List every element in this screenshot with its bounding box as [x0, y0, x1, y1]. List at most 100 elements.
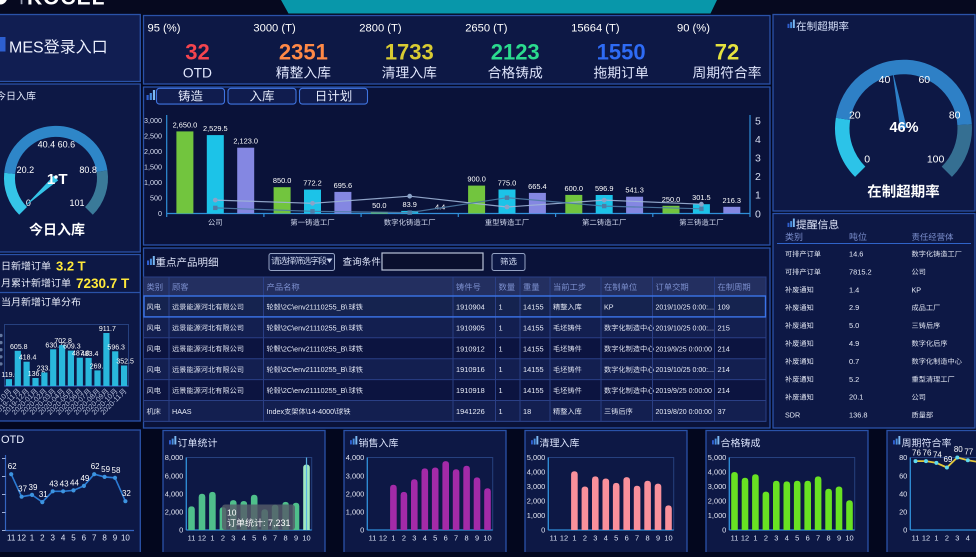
svg-text:1: 1	[753, 534, 757, 543]
svg-text:7: 7	[635, 534, 639, 543]
svg-text:6: 6	[263, 534, 267, 543]
svg-text:80: 80	[949, 110, 961, 122]
svg-text:10: 10	[227, 508, 237, 518]
svg-text:32: 32	[122, 489, 131, 498]
svg-text:0: 0	[179, 526, 183, 535]
svg-text:7: 7	[816, 534, 820, 543]
svg-text:0: 0	[158, 209, 162, 218]
svg-text:43: 43	[49, 479, 58, 488]
svg-text:95 (%): 95 (%)	[148, 23, 181, 35]
svg-text:8: 8	[102, 534, 107, 543]
svg-text:665.4: 665.4	[528, 182, 547, 191]
svg-text:11: 11	[912, 534, 920, 543]
svg-text:1,000: 1,000	[527, 511, 546, 520]
svg-text:37: 37	[718, 407, 726, 416]
svg-text:2,000: 2,000	[708, 497, 727, 506]
svg-text:OTD: OTD	[183, 66, 212, 81]
svg-text:9: 9	[294, 534, 298, 543]
svg-text:6: 6	[625, 534, 629, 543]
svg-text:0: 0	[903, 526, 907, 535]
svg-text:KP: KP	[604, 303, 614, 312]
svg-text:10: 10	[664, 534, 672, 543]
svg-text:62: 62	[91, 462, 100, 471]
svg-text:37: 37	[18, 485, 27, 494]
svg-text:49: 49	[80, 474, 89, 483]
svg-text:7: 7	[273, 534, 277, 543]
svg-text:40.4: 40.4	[38, 140, 56, 150]
svg-text:1550: 1550	[597, 40, 646, 65]
svg-text:40: 40	[879, 74, 891, 86]
svg-text:352.5: 352.5	[116, 359, 134, 366]
svg-text:214: 214	[718, 344, 730, 353]
svg-text:80: 80	[954, 445, 963, 454]
svg-text:4: 4	[423, 534, 427, 543]
svg-text:5,000: 5,000	[708, 453, 727, 462]
svg-text:14.6: 14.6	[849, 250, 863, 259]
svg-text:14155: 14155	[523, 344, 544, 353]
svg-text:7815.2: 7815.2	[849, 267, 872, 276]
svg-text:1.4: 1.4	[849, 285, 859, 294]
svg-text:20.2: 20.2	[17, 165, 35, 175]
svg-text:10: 10	[483, 534, 491, 543]
svg-text:500: 500	[150, 194, 162, 203]
svg-text:80.8: 80.8	[79, 165, 97, 175]
svg-text:14155: 14155	[523, 303, 544, 312]
svg-text:32: 32	[185, 40, 209, 65]
svg-text:8: 8	[465, 534, 469, 543]
svg-text:5: 5	[433, 534, 437, 543]
svg-text:\14-4000\: \14-4000\	[306, 407, 336, 416]
svg-text:2019/10/25 0:00:...: 2019/10/25 0:00:...	[656, 325, 714, 332]
svg-text:1910905: 1910905	[456, 323, 485, 332]
svg-text:418.4: 418.4	[19, 355, 37, 362]
svg-text:\2C\env21110255_B\: \2C\env21110255_B\	[281, 386, 347, 395]
svg-text:76: 76	[912, 449, 921, 458]
svg-text:2: 2	[40, 534, 45, 543]
svg-text:15664 (T): 15664 (T)	[571, 23, 620, 35]
svg-text:0: 0	[722, 526, 726, 535]
svg-text:1: 1	[499, 344, 503, 353]
svg-text:3: 3	[231, 534, 235, 543]
svg-text:3: 3	[50, 534, 55, 543]
svg-text:101: 101	[69, 198, 84, 208]
svg-text:9: 9	[837, 534, 841, 543]
svg-text:5.2: 5.2	[849, 375, 859, 384]
svg-text:4,000: 4,000	[527, 468, 546, 477]
svg-text:2: 2	[583, 534, 587, 543]
svg-text:3,000: 3,000	[346, 471, 365, 480]
svg-text:5: 5	[795, 534, 799, 543]
svg-text:8: 8	[827, 534, 831, 543]
svg-text:1910916: 1910916	[456, 365, 485, 374]
svg-text:62: 62	[8, 462, 17, 471]
svg-text:12: 12	[198, 534, 206, 543]
svg-text:0.7: 0.7	[849, 357, 859, 366]
svg-text:2: 2	[945, 534, 949, 543]
svg-text:4: 4	[242, 534, 246, 543]
svg-text:1733: 1733	[385, 40, 434, 65]
svg-text:1,500: 1,500	[144, 163, 162, 172]
svg-text:1: 1	[755, 190, 761, 202]
svg-text:1: 1	[499, 303, 503, 312]
svg-text:4: 4	[755, 134, 761, 146]
svg-text:60: 60	[918, 74, 930, 86]
svg-text:1910904: 1910904	[456, 303, 485, 312]
svg-text:3.2 T: 3.2 T	[56, 259, 86, 274]
svg-text:9: 9	[475, 534, 479, 543]
svg-text:20.1: 20.1	[849, 393, 863, 402]
svg-text:50.0: 50.0	[372, 201, 386, 210]
svg-text:6,000: 6,000	[165, 471, 184, 480]
svg-text:1: 1	[391, 534, 395, 543]
svg-text:11: 11	[731, 534, 739, 543]
svg-text:1910912: 1910912	[456, 344, 485, 353]
svg-text:12: 12	[560, 534, 568, 543]
svg-text:214: 214	[718, 386, 730, 395]
svg-text:3: 3	[755, 153, 761, 165]
svg-text:600.0: 600.0	[565, 184, 584, 193]
svg-text:0: 0	[755, 208, 761, 220]
svg-text:301.5: 301.5	[692, 193, 711, 202]
svg-text:9: 9	[656, 534, 660, 543]
svg-text:0: 0	[541, 526, 545, 535]
svg-text:609.3: 609.3	[63, 344, 81, 351]
svg-text:4: 4	[604, 534, 608, 543]
svg-text:4.9: 4.9	[849, 339, 859, 348]
svg-text:9: 9	[113, 534, 118, 543]
